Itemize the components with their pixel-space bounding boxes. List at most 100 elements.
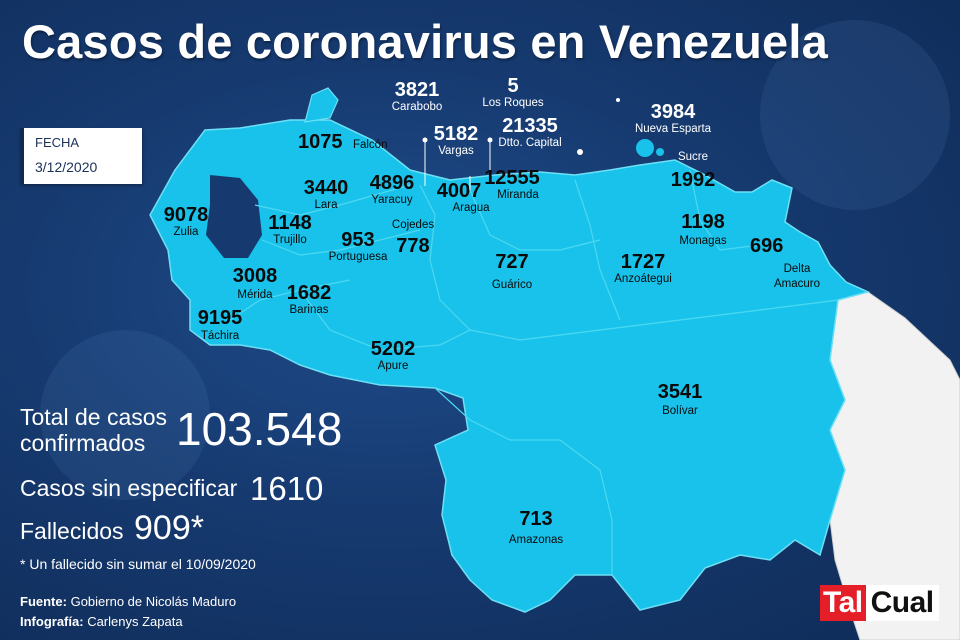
source-label: Fuente:: [20, 594, 67, 609]
state-name: Sucre: [677, 151, 709, 163]
state-name: Zulia: [173, 226, 199, 238]
lake-maracaibo: [206, 175, 262, 258]
state-cases: 696: [750, 235, 784, 257]
state-label-amazonas: 713 Amazonas: [509, 509, 563, 547]
deaths-footnote: * Un fallecido sin sumar el 10/09/2020: [20, 556, 256, 572]
stats-total: Total de casos confirmados: [20, 404, 167, 456]
state-label-guarico: 727 Guárico: [492, 252, 532, 292]
state-name: Los Roques: [482, 97, 544, 109]
state-label-lara: 3440 Lara: [304, 178, 349, 212]
state-borders: [229, 169, 839, 575]
state-name: Portuguesa: [328, 251, 388, 263]
state-name: Apure: [377, 360, 409, 372]
total-label-line2: confirmados: [20, 430, 146, 456]
state-name: Falcón: [352, 139, 388, 151]
state-label-sucre: Sucre 1992: [670, 150, 716, 191]
background-virus-shape: [760, 20, 950, 210]
state-cases: 1075: [298, 131, 343, 153]
state-name: Trujillo: [273, 234, 307, 246]
state-label-vargas: 5182 Vargas: [434, 124, 479, 158]
state-cases: 3541: [657, 381, 703, 403]
graphics-value: Carlenys Zapata: [87, 614, 183, 629]
state-cases: 12555: [484, 167, 540, 189]
background-virus-shape: [40, 330, 210, 500]
deaths-label: Fallecidos: [20, 518, 124, 544]
state-cases: 1992: [670, 168, 716, 191]
state-cases: 1727: [620, 251, 666, 273]
source-value: Gobierno de Nicolás Maduro: [70, 594, 237, 609]
state-label-cojedes: Cojedes 778: [391, 218, 435, 255]
state-name: Miranda: [497, 189, 539, 201]
state-cases: 1148: [268, 212, 312, 234]
credit-source: Fuente: Gobierno de Nicolás Maduro: [20, 594, 236, 609]
leader-dot: [422, 137, 428, 143]
state-name: Monagas: [679, 235, 727, 247]
state-cases: 21335: [502, 115, 558, 137]
state-name: Dtto. Capital: [498, 137, 562, 149]
state-label-zulia: 9078 Zulia: [164, 205, 209, 239]
state-cases: 727: [495, 251, 529, 273]
unspecified-value: 1610: [250, 470, 324, 507]
state-label-delta-amacuro: 696 Delta Amacuro: [750, 236, 832, 292]
talcual-logo: Tal Cual: [820, 585, 939, 621]
country-shape: [149, 119, 871, 613]
state-label-carabobo: 3821 Carabobo: [392, 80, 443, 114]
state-label-trujillo: 1148 Trujillo: [268, 213, 311, 247]
state-label-falcon: 1075 Falcón: [298, 132, 387, 152]
state-label-nueva-esparta: 3984 Nueva Esparta: [635, 102, 711, 136]
state-name: Guárico: [491, 279, 533, 291]
island-small: [616, 98, 620, 102]
state-cases: 953: [341, 229, 375, 251]
state-name: Bolívar: [662, 405, 698, 417]
state-label-barinas: 1682 Barinas: [287, 283, 332, 317]
state-name: Yaracuy: [371, 194, 413, 206]
state-cases: 5202: [370, 338, 416, 360]
state-name: Cojedes: [391, 219, 435, 231]
state-name: Delta Amacuro: [773, 263, 821, 290]
island-los-roques: [577, 149, 583, 155]
state-label-apure: 5202 Apure: [371, 339, 416, 373]
state-cases: 1198: [681, 211, 725, 233]
state-cases: 9195: [197, 307, 243, 329]
state-label-monagas: 1198 Monagas: [679, 212, 726, 248]
total-label-line1: Total de casos: [20, 404, 168, 430]
state-cases: 3821: [394, 79, 440, 101]
page-title: Casos de coronavirus en Venezuela: [22, 15, 828, 68]
state-cases: 713: [519, 508, 553, 530]
state-label-tachira: 9195 Táchira: [198, 308, 243, 343]
graphics-label: Infografía:: [20, 614, 84, 629]
state-name: Nueva Esparta: [634, 123, 712, 135]
state-name: Anzoátegui: [614, 273, 672, 285]
state-name: Amazonas: [508, 534, 564, 546]
state-name: Barinas: [289, 304, 329, 316]
state-cases: 4007: [436, 180, 482, 202]
state-cases: 4896: [369, 172, 415, 194]
state-label-portuguesa: 953 Portuguesa: [329, 230, 388, 264]
state-label-yaracuy: 4896 Yaracuy: [370, 173, 415, 207]
state-label-bolivar: 3541 Bolívar: [658, 382, 703, 418]
paraguana-peninsula: [304, 87, 339, 123]
date-label: FECHA: [35, 135, 80, 150]
total-value: 103.548: [176, 403, 343, 455]
state-cases: 3984: [650, 101, 696, 123]
state-cases: 3440: [303, 177, 349, 199]
state-name: Vargas: [438, 145, 474, 157]
island-margarita: [636, 139, 654, 157]
logo-part-red: Tal: [820, 585, 866, 621]
state-name: Carabobo: [391, 101, 443, 113]
date-box: FECHA 3/12/2020: [20, 128, 142, 184]
state-label-aragua: 4007 Aragua: [428, 180, 490, 215]
leader-lines: [424, 140, 491, 190]
deaths-value: 909*: [134, 509, 204, 547]
unspecified-label: Casos sin especificar: [20, 475, 238, 501]
state-name: Táchira: [200, 330, 240, 342]
state-cases: 5182: [433, 123, 479, 145]
state-cases: 3008: [232, 265, 278, 287]
state-name: Lara: [314, 199, 338, 211]
state-label-los-roques: 5 Los Roques: [482, 76, 543, 110]
logo-part-white: Cual: [865, 585, 939, 621]
state-label-miranda: 12555 Miranda: [484, 168, 540, 202]
island-coche: [656, 148, 664, 156]
state-cases: 1682: [286, 282, 332, 304]
